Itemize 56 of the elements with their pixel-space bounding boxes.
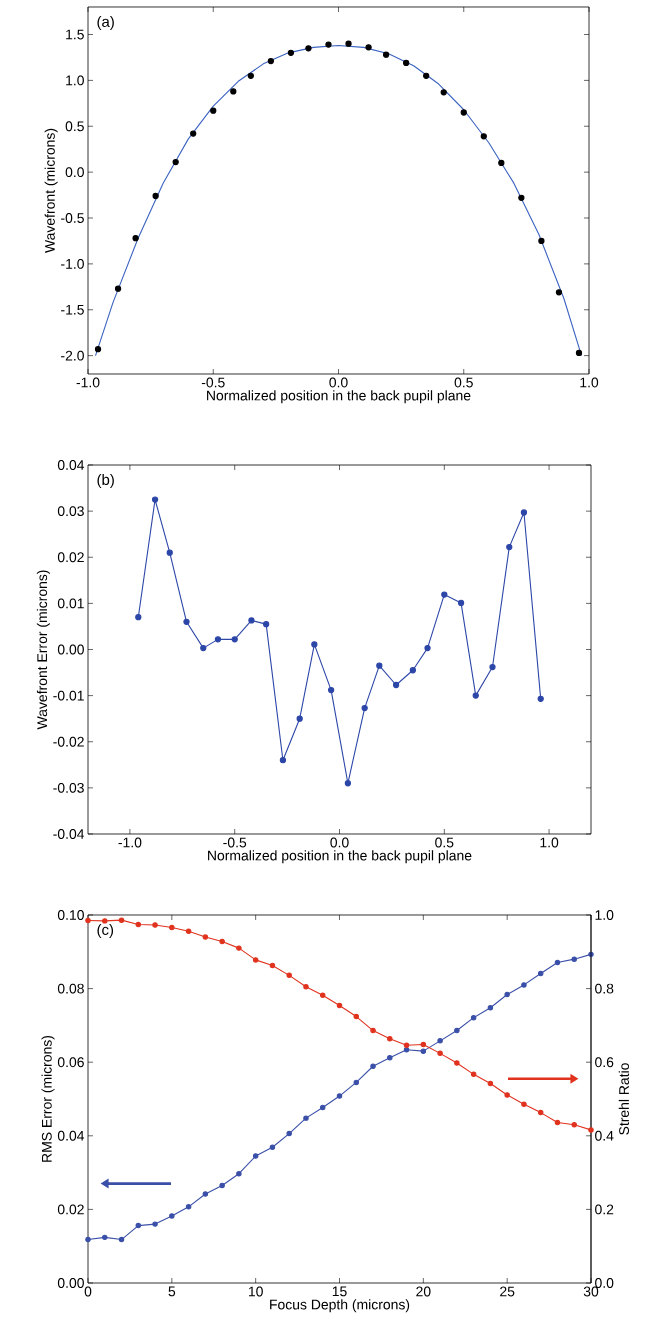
x-tick-label: 20 — [416, 1286, 431, 1297]
x-tick-label: 25 — [500, 1286, 515, 1297]
x-axis-title: Focus Depth (microns) — [270, 1299, 410, 1313]
y-tick-label: -1.0 — [61, 258, 84, 269]
y-tick-label: 0.01 — [57, 598, 84, 609]
y-tick-label: 0.00 — [57, 644, 84, 655]
y-tick-label: 0.02 — [57, 1204, 84, 1215]
y2-tick-label: 1.0 — [595, 910, 614, 920]
x-tick-label: -0.5 — [223, 837, 247, 848]
y2-tick-label: 0.8 — [595, 983, 614, 994]
y-tick-label: 0.08 — [57, 983, 84, 994]
annotation: (c) — [97, 924, 114, 938]
y-tick-label: -0.04 — [53, 829, 85, 839]
annotation: (a) — [97, 16, 114, 30]
y-axis-title: Wavefront Error (microns) — [36, 570, 50, 730]
y-tick-label: 0.04 — [57, 460, 85, 470]
x-axis-title: Normalized position in the back pupil plane — [207, 390, 471, 404]
x-tick-label: 10 — [248, 1286, 263, 1297]
y2-tick-label: 0.4 — [595, 1130, 614, 1141]
y-tick-label: 0.00 — [57, 1278, 84, 1288]
y-tick-label: -0.02 — [53, 736, 84, 747]
y2-axis-title: Strehl Ratio — [618, 1063, 629, 1135]
y-axis-title: RMS Error (microns) — [41, 1035, 55, 1162]
y2-tick-label: 0.2 — [595, 1204, 614, 1215]
x-tick-label: 0.0 — [330, 837, 349, 848]
x-axis-title: Normalized position in the back pupil plane — [208, 850, 472, 864]
y-tick-label: 1.5 — [66, 29, 84, 40]
y-tick-label: -1.5 — [61, 304, 84, 315]
y2-tick-label: 0.0 — [595, 1278, 614, 1288]
y-tick-label: 0.06 — [57, 1057, 84, 1068]
y-tick-label: -0.01 — [53, 690, 84, 701]
y-tick-label: 0.02 — [57, 552, 84, 563]
y-tick-label: -0.5 — [61, 213, 84, 223]
x-tick-label: 30 — [583, 1286, 599, 1297]
x-tick-label: 5 — [168, 1286, 176, 1297]
x-tick-label: 0.5 — [435, 837, 454, 848]
annotation: (b) — [97, 474, 114, 488]
x-tick-label: 0.0 — [329, 377, 348, 388]
y-tick-label: -2.0 — [61, 350, 84, 361]
y-tick-label: 0.5 — [65, 121, 84, 132]
y-tick-label: 1.0 — [66, 75, 84, 86]
x-tick-label: 1.0 — [540, 837, 559, 848]
y-tick-label: 0.03 — [57, 506, 84, 517]
y-tick-label: 0.0 — [65, 167, 84, 178]
x-tick-label: 0 — [84, 1286, 92, 1297]
x-tick-label: -1.0 — [118, 837, 142, 848]
y-tick-label: -0.03 — [53, 782, 84, 793]
x-tick-label: -1.0 — [76, 377, 100, 388]
x-tick-label: -0.5 — [201, 377, 225, 388]
y-tick-label: 0.04 — [57, 1130, 85, 1141]
y-tick-label: 0.10 — [57, 910, 84, 920]
x-tick-label: 1.0 — [580, 377, 599, 388]
y-axis-title: Wavefront (microns) — [44, 128, 58, 253]
x-tick-label: 15 — [332, 1286, 347, 1297]
x-tick-label: 0.5 — [454, 377, 473, 388]
y2-tick-label: 0.6 — [595, 1057, 614, 1068]
